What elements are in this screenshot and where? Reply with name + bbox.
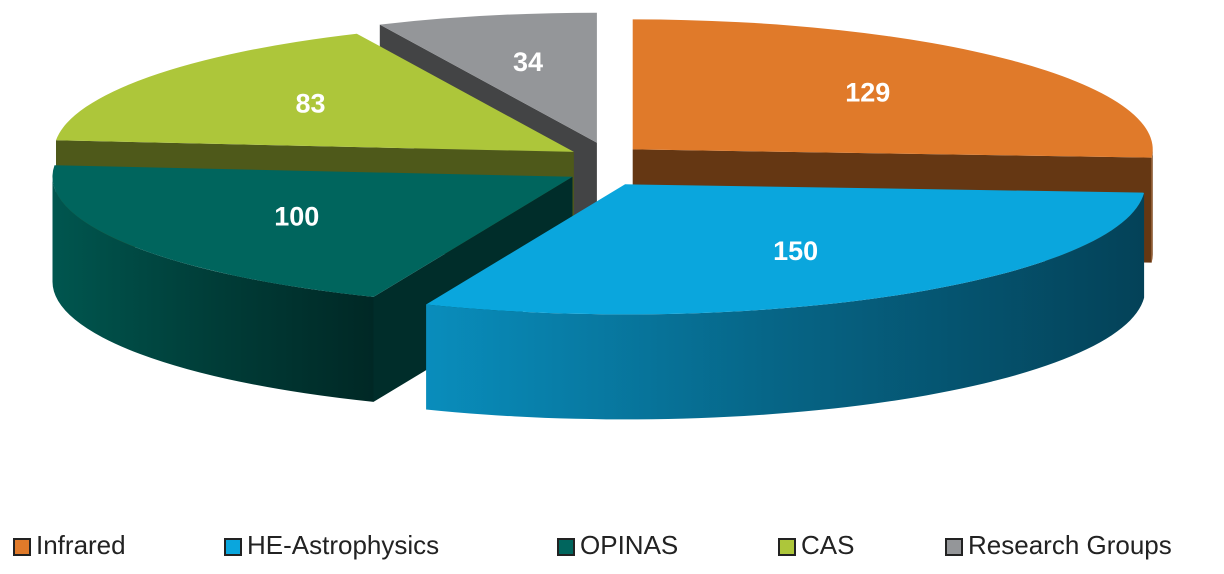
slice-top	[56, 33, 574, 152]
slice-wall	[52, 176, 374, 402]
data-label: 100	[274, 202, 319, 232]
legend-label: CAS	[801, 530, 854, 560]
slice-wall	[426, 192, 1145, 420]
data-label: 150	[773, 236, 818, 266]
legend-swatch	[13, 538, 31, 556]
data-label: 34	[513, 47, 543, 77]
legend-label: Infrared	[36, 530, 126, 560]
legend-label: Research Groups	[968, 530, 1172, 560]
legend-swatch	[778, 538, 796, 556]
slice-top	[426, 184, 1145, 315]
legend-label: HE-Astrophysics	[247, 530, 439, 560]
legend-label: OPINAS	[580, 530, 678, 560]
slice-wall	[1151, 149, 1153, 263]
slice-top	[379, 12, 597, 143]
slice-top	[632, 19, 1153, 158]
legend-swatch	[224, 538, 242, 556]
legend-swatch	[945, 538, 963, 556]
data-label: 83	[295, 89, 325, 119]
legend-swatch	[557, 538, 575, 556]
slice-top	[52, 165, 573, 297]
data-label: 129	[845, 77, 890, 107]
